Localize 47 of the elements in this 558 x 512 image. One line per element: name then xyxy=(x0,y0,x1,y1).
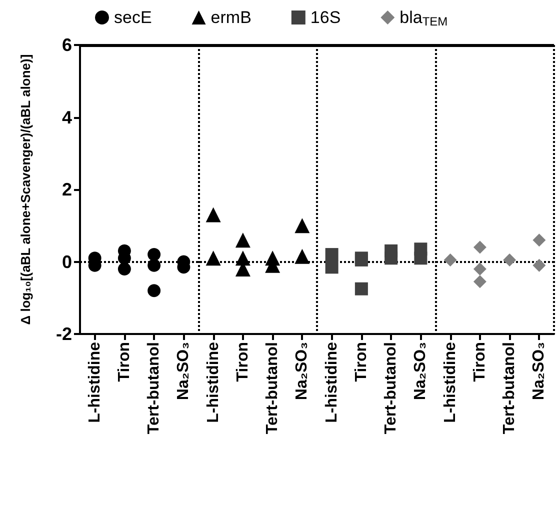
point xyxy=(148,284,161,298)
point xyxy=(325,260,338,274)
x-tick-label: Tiron xyxy=(471,342,488,382)
x-tick-label: L-histidine xyxy=(204,342,222,423)
point xyxy=(503,253,516,266)
x-tick-label: Tert-butanol xyxy=(382,342,400,434)
x-tick-label: Tiron xyxy=(116,342,133,382)
point xyxy=(118,262,131,276)
x-tick-label: Na₂SO₃ xyxy=(530,342,548,400)
point xyxy=(414,252,428,265)
point xyxy=(325,248,338,262)
y-axis-title: Δ log₁₀[(aBL alone+Scavenger)/(aBL alone)] xyxy=(18,54,33,325)
x-tick-label: Na₂SO₃ xyxy=(412,342,430,400)
x-tick-label: Tert-butanol xyxy=(146,342,163,434)
point xyxy=(235,250,250,266)
x-tick-label: Tiron xyxy=(234,342,252,382)
x-tick-label: Na₂SO₃ xyxy=(294,342,311,400)
x-tick-label: L-histidine xyxy=(442,342,459,423)
point xyxy=(473,275,486,288)
x-tick-label: Tert-butanol xyxy=(264,342,282,434)
point xyxy=(532,234,546,247)
point xyxy=(473,262,486,276)
y-tick-label: 0 xyxy=(62,252,72,272)
y-tick-label: 4 xyxy=(62,107,72,128)
point xyxy=(444,253,457,266)
y-tick-label: 6 xyxy=(62,35,72,55)
legend-label: ermB xyxy=(210,8,252,27)
x-tick-label: L-histidine xyxy=(323,342,340,423)
point xyxy=(354,282,368,296)
x-tick-label: L-histidine xyxy=(86,342,104,423)
y-tick-label: -2 xyxy=(56,324,72,344)
point xyxy=(206,250,221,266)
point xyxy=(206,207,221,222)
point xyxy=(235,232,250,248)
point xyxy=(148,258,161,272)
x-tick-label: Na₂SO₃ xyxy=(175,342,192,400)
x-tick-label: Tert-butanol xyxy=(501,342,518,434)
point xyxy=(384,252,398,265)
legend-label: secE xyxy=(114,8,152,27)
point xyxy=(473,240,486,254)
point xyxy=(148,248,161,262)
point xyxy=(532,258,546,272)
point xyxy=(294,248,310,264)
y-tick-label: 2 xyxy=(62,180,72,200)
point xyxy=(294,218,310,234)
legend-label: 16S xyxy=(310,8,341,27)
x-tick-label: Tiron xyxy=(352,342,370,382)
